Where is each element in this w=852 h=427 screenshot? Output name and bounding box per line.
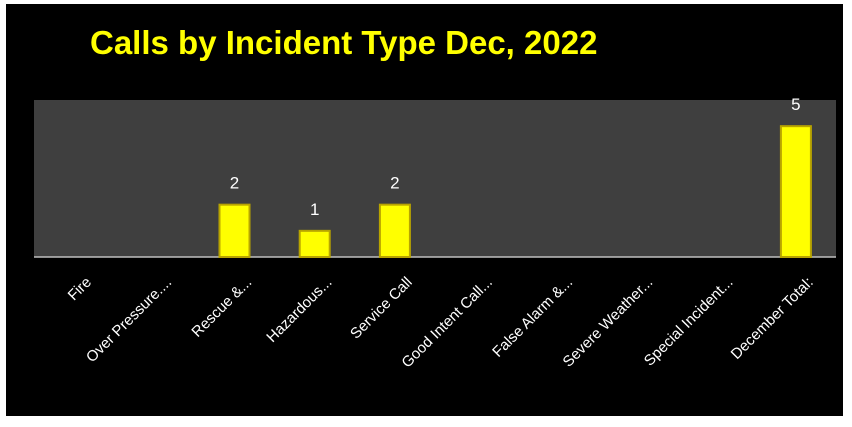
chart-title: Calls by Incident Type Dec, 2022: [90, 24, 598, 61]
category-label-1: Over Pressure....: [83, 274, 175, 366]
data-label-3: 1: [310, 200, 319, 219]
category-label-9: December Total:: [728, 274, 817, 363]
category-label-0: Fire: [65, 274, 95, 304]
category-label-8: Special Incident...: [641, 274, 737, 370]
plot-area: [34, 100, 836, 257]
category-label-4: Service Call: [347, 274, 416, 343]
data-label-9: 5: [791, 95, 800, 114]
chart-slide: Calls by Incident Type Dec, 2022 2 1 2 5 Fi…: [6, 4, 843, 416]
category-label-3: Hazardous...: [263, 274, 335, 346]
data-labels-group: 2 1 2 5: [230, 95, 801, 219]
data-label-4: 2: [390, 174, 399, 193]
bar-3: [298, 229, 331, 258]
category-label-6: False Alarm &...: [489, 274, 576, 361]
bar-2: [218, 203, 251, 259]
bar-4: [378, 203, 411, 259]
data-label-2: 2: [230, 174, 239, 193]
category-label-2: Rescue &...: [188, 274, 255, 341]
bar-9: [779, 125, 812, 258]
bars-group: [218, 125, 812, 259]
